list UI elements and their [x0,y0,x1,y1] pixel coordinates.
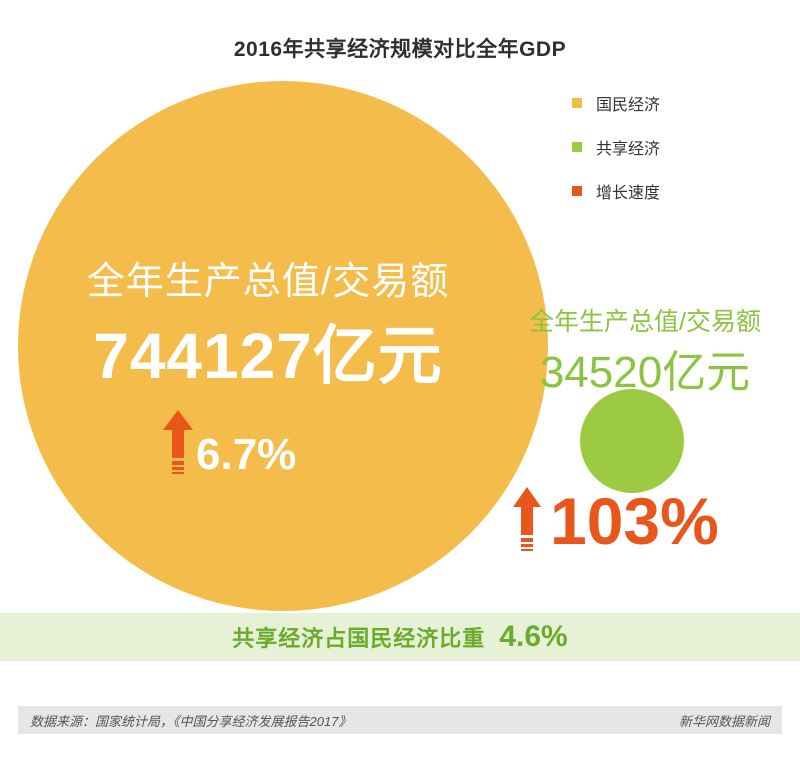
legend: 国民经济 共享经济 增长速度 [572,92,660,202]
sharing-value-label: 34520亿元 [539,348,751,397]
national-growth-label: 6.7% [196,430,297,479]
legend-item-sharing: 共享经济 [572,136,660,158]
legend-swatch-growth [572,186,582,196]
legend-label-sharing: 共享经济 [596,141,661,158]
bubble-national [18,81,548,611]
share-banner: 共享经济占国民经济比重 4.6% [0,613,800,661]
legend-swatch-sharing [572,142,582,152]
chart-title: 2016年共享经济规模对比全年GDP [233,38,567,61]
share-label: 共享经济占国民经济比重 [232,626,486,651]
legend-swatch-national [572,98,582,108]
legend-label-growth: 增长速度 [596,185,661,202]
footer-credit: 新华网数据新闻 [678,713,770,729]
legend-label-national: 国民经济 [596,97,661,114]
sharing-growth-arrow-icon [513,487,541,553]
national-growth-arrow-icon [163,410,193,476]
sharing-metric-label: 全年生产总值/交易额 [529,308,761,336]
footer-source: 数据来源：国家统计局，《中国分享经济发展报告2017》 [30,713,352,729]
sharing-growth-label: 103% [550,484,719,558]
national-metric-label: 全年生产总值/交易额 [86,261,450,303]
legend-item-national: 国民经济 [572,92,660,114]
legend-item-growth: 增长速度 [572,180,660,202]
share-value: 4.6% [499,620,568,653]
footer: 数据来源：国家统计局，《中国分享经济发展报告2017》 新华网数据新闻 [18,706,782,734]
bubble-sharing [580,389,684,493]
national-value-label: 744127亿元 [93,320,443,392]
